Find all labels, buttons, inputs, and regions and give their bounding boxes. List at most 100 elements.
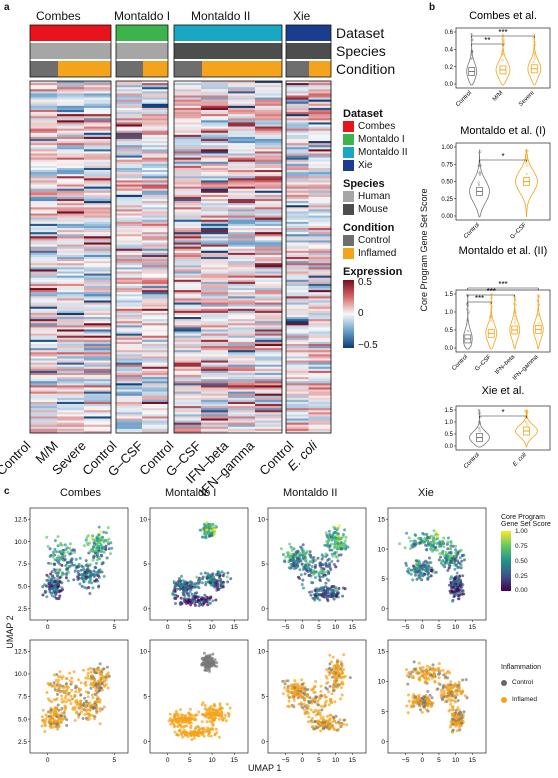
violin-xlabel-0-2: Severe	[518, 90, 536, 108]
umap-title-xie: Xie	[418, 487, 434, 499]
violin-xlabel-0-1: M/M	[492, 90, 504, 102]
violin-plot-1: Montaldo et al. (I) 1.00 0.75 0.50 0.25 0.00 C…	[441, 125, 551, 241]
inflammation-item-control: Control	[501, 679, 557, 686]
violin-ytick-3-2: 0.5	[445, 432, 454, 438]
score-colorbar: 1.00 0.75 0.50 0.25 0.00	[501, 528, 557, 594]
violin-title-3: Xie et al.	[482, 385, 525, 397]
violin-xlabel-2-1: G–CSF	[474, 354, 493, 373]
umap-panel-3-0: −5 0 5 10 15 15 10 5 0	[378, 507, 487, 631]
umap-xtick-0-0-1: 5	[112, 624, 116, 631]
umap-ytick-2-0-0: 10	[258, 516, 266, 523]
legend-item-mouse: Mouse	[343, 203, 423, 216]
umap-xtick-3-1-2: 5	[437, 757, 441, 764]
umap-xtick-3-0-2: 5	[437, 624, 441, 631]
score-legend: Core Program Gene Set Score 1.00 0.75 0.…	[501, 514, 557, 594]
umap-xtick-3-0-4: 15	[469, 624, 477, 631]
violin-3-1	[515, 410, 538, 448]
violin-xlabel-2-2: IFN–beta	[494, 354, 516, 376]
umap-panel-0-1: 0 5 12.5 10.0 7.5 5.0 2.5	[14, 639, 129, 764]
panel-c-label: c	[4, 486, 10, 497]
umap-xtick-1-0-0: 0	[166, 624, 170, 631]
violin-xlabel-3-1: E. coli	[512, 452, 528, 468]
violin-xlabel-2-3: IFN–gamma	[512, 354, 540, 382]
sig-2-0: ***	[475, 294, 484, 303]
legend-item-inflamed: Inflamed	[343, 247, 423, 260]
umap-xtick-1-1-2: 10	[208, 757, 216, 764]
umap-title-combes: Combes	[60, 487, 101, 499]
violin-1-0	[469, 149, 490, 218]
umap-xtick-2-1-0: −5	[282, 757, 290, 764]
umap-ytick-3-1-2: 5	[381, 709, 385, 716]
legend-title-species: Species	[343, 178, 385, 190]
violin-xlabel-0-0: Control	[455, 90, 473, 108]
umap-ytick-0-0-3: 5.0	[18, 584, 27, 591]
umap-xtick-2-1-4: 15	[349, 757, 357, 764]
umap-xtick-2-1-3: 10	[332, 757, 340, 764]
violin-plot-2: Montaldo et al. (II) 1.5 1.0 0.5 0.0 Control G…	[445, 245, 551, 382]
umap-xtick-2-0-1: 0	[300, 624, 304, 631]
legend-item-control: Control	[343, 234, 423, 247]
umap-ytick-1-1-0: 10	[140, 649, 148, 656]
violin-0-1	[495, 33, 511, 86]
violin-xlabel-3-0: Control	[463, 452, 481, 470]
legend-item-xie: Xie	[343, 159, 423, 172]
umap-xtick-0-0-0: 0	[46, 624, 50, 631]
umap-ytick-1-0-0: 10	[140, 516, 148, 523]
violin-ytick-1-3: 0.25	[441, 197, 453, 203]
violin-ytick-2-0: 1.5	[445, 292, 454, 298]
violin-title-2: Montaldo et al. (II)	[459, 245, 548, 257]
umap-xtick-3-1-0: −5	[402, 757, 410, 764]
violin-title-0: Combes et al.	[469, 10, 537, 22]
sig-0-0: **	[484, 36, 490, 45]
umap-ytick-2-1-1: 5	[261, 694, 265, 701]
umap-ytick-0-1-0: 12.5	[14, 649, 27, 656]
umap-xtick-0-1-0: 0	[46, 757, 50, 764]
dataset-name-montaldo-i: Montaldo I	[114, 9, 171, 23]
panel-a-label: a	[4, 2, 10, 13]
umap-ytick-0-1-1: 10.0	[14, 671, 27, 678]
umap-xtick-1-1-0: 0	[166, 757, 170, 764]
violin-ytick-0-3: 0.0	[445, 82, 454, 88]
umap-xtick-1-0-3: 15	[231, 624, 239, 631]
umap-xtick-2-1-2: 5	[317, 757, 321, 764]
expression-tick-zero: 0	[358, 308, 364, 319]
violin-ytick-2-3: 0.0	[445, 346, 454, 352]
inflammation-item-inflamed: Inflamed	[501, 696, 557, 703]
umap-ytick-3-1-3: 0	[381, 739, 385, 746]
sig-2-1: ***	[487, 287, 496, 296]
violin-xlabel-1-1: G–CSF	[510, 222, 529, 241]
legend-item-combes: Combes	[343, 120, 423, 133]
umap-ytick-0-1-2: 7.5	[18, 694, 27, 701]
umap-grid: 0 5 12.5 10.0 7.5 5.0 2.5 0 5 12.5 10.0 7.5 5.0 2.5 0 5…	[14, 507, 487, 764]
legend-title-dataset: Dataset	[343, 108, 383, 120]
umap-xtick-3-0-0: −5	[402, 624, 410, 631]
umap-ytick-3-0-1: 10	[378, 546, 386, 553]
expression-tick-low: −0.5	[358, 340, 378, 351]
sig-0-1: ***	[498, 28, 507, 37]
panel-a-legend: Dataset Combes Montaldo I Montaldo II Xi…	[343, 108, 423, 351]
sig-1-0: *	[501, 152, 504, 161]
umap-xtick-2-0-4: 15	[349, 624, 357, 631]
violin-ytick-3-1: 1.0	[445, 420, 454, 426]
umap-xtick-3-1-3: 10	[452, 757, 460, 764]
violin-ytick-1-2: 0.50	[441, 180, 453, 186]
dataset-name-xie: Xie	[293, 9, 311, 23]
inflammation-legend: Inflammation Control Inflamed	[501, 664, 557, 703]
umap-ytick-0-0-0: 12.5	[14, 516, 27, 523]
umap-ytick-0-0-1: 10.0	[14, 539, 27, 546]
umap-ytick-1-0-1: 5	[143, 561, 147, 568]
umap-ytick-0-0-2: 7.5	[18, 561, 27, 568]
umap-ytick-1-1-1: 5	[143, 694, 147, 701]
umap-ytick-0-1-4: 2.5	[18, 739, 27, 746]
legend-dataset-items: Combes Montaldo I Montaldo II Xie	[343, 120, 423, 172]
umap-panel-2-1: −5 0 5 10 15 10 5 0	[258, 639, 367, 764]
umap-xtick-0-1-1: 5	[112, 757, 116, 764]
legend-item-human: Human	[343, 190, 423, 203]
umap-title-montaldo-i: Montaldo I	[165, 487, 217, 499]
panel-b-label: b	[429, 2, 436, 13]
expression-heatmap	[29, 80, 332, 434]
bar-label-species: Species	[336, 43, 386, 59]
violin-1-1	[515, 149, 538, 218]
violin-plot-3: Xie et al. 1.5 1.0 0.5 0.0 Control E. coli *	[445, 385, 551, 470]
